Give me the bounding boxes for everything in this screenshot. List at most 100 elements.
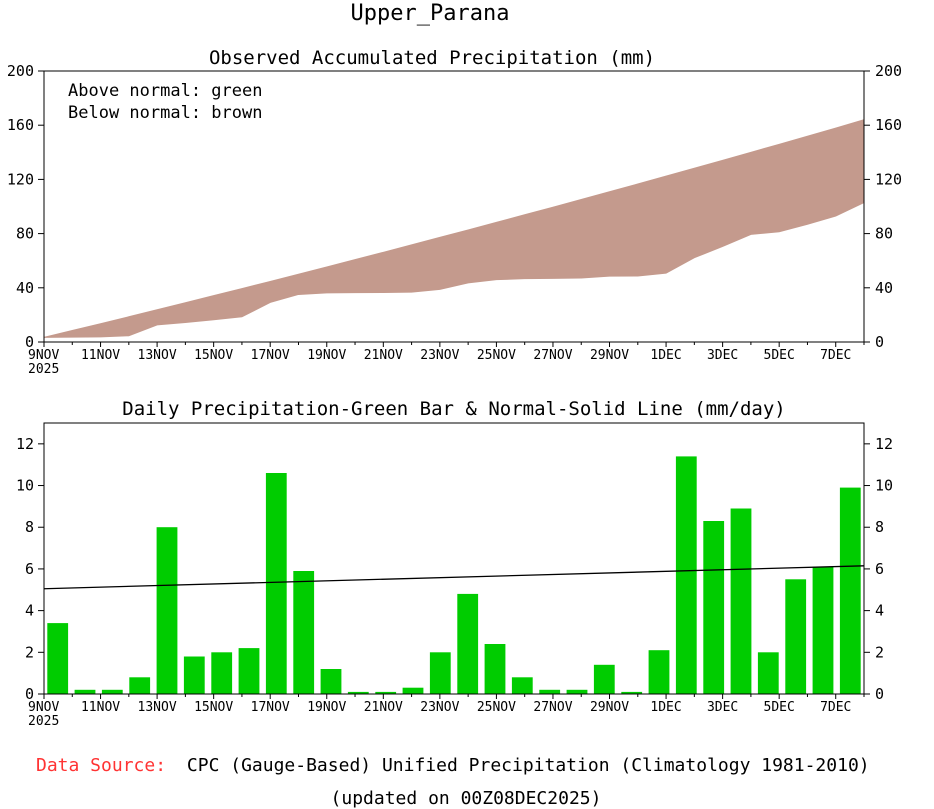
- daily-bar-5: [183, 656, 205, 694]
- accum-ylabel-right-40: 40: [875, 279, 893, 297]
- accumulated-plot-frame: [43, 70, 865, 343]
- daily-ylabel-right-12: 12: [875, 435, 893, 453]
- daily-bar-11: [347, 691, 369, 694]
- daily-xlabel-1DEC: 1DEC: [650, 700, 681, 715]
- accum-xlabel-9NOV: 9NOV: [28, 348, 59, 363]
- daily-bar-8: [265, 473, 287, 694]
- accum-xlabel-17NOV: 17NOV: [251, 348, 290, 363]
- daily-xlabel-3DEC: 3DEC: [707, 700, 738, 715]
- daily-bar-9: [293, 571, 315, 694]
- accum-xlabel-27NOV: 27NOV: [533, 348, 572, 363]
- data-source-label: Data Source:: [36, 755, 166, 776]
- accum-xlabel-23NOV: 23NOV: [420, 348, 459, 363]
- daily-y-axis: 0 0 2 2 4 4 6 6 8 8 10 10 12 12: [16, 435, 893, 703]
- daily-bar-17: [511, 677, 533, 694]
- accum-xlabel-5DEC: 5DEC: [764, 348, 795, 363]
- daily-ylabel-right-10: 10: [875, 477, 893, 495]
- daily-xlabel-19NOV: 19NOV: [307, 700, 346, 715]
- daily-bar-21: [621, 691, 643, 694]
- daily-ylabel-left-4: 4: [25, 602, 34, 620]
- daily-bar-12: [375, 691, 397, 694]
- daily-xlabel-9NOV: 9NOV: [28, 700, 59, 715]
- accum-ylabel-right-160: 160: [875, 116, 902, 134]
- daily-bar-14: [429, 652, 451, 694]
- daily-xlabel-17NOV: 17NOV: [251, 700, 290, 715]
- daily-bar-15: [457, 593, 479, 694]
- accumulated-fill-layer: [43, 119, 865, 338]
- daily-bar-1: [74, 689, 96, 694]
- daily-bar-24: [703, 521, 725, 694]
- daily-bar-16: [484, 644, 506, 694]
- daily-xlabel-15NOV: 15NOV: [194, 700, 233, 715]
- accum-ylabel-left-0: 0: [25, 333, 34, 351]
- accum-xlabel-21NOV: 21NOV: [364, 348, 403, 363]
- updated-timestamp: (updated on 00Z08DEC2025): [331, 788, 602, 809]
- page-title: Upper_Parana: [351, 1, 510, 26]
- data-source-text: CPC (Gauge-Based) Unified Precipitation …: [187, 755, 870, 776]
- below-normal-area: [44, 119, 864, 338]
- accum-ylabel-left-160: 160: [7, 116, 34, 134]
- accum-ylabel-right-0: 0: [875, 333, 884, 351]
- daily-xlabel-21NOV: 21NOV: [364, 700, 403, 715]
- daily-x-axis: 9NOV 11NOV 13NOV 15NOV 17NOV 19NOV 21NOV 23NOV 2…: [28, 694, 865, 729]
- daily-precip-chart: Daily Precipitation-Green Bar & Normal-S…: [16, 398, 893, 729]
- daily-bar-29: [839, 487, 861, 694]
- normal-line-layer: [43, 565, 865, 590]
- accumulated-y-axis: 0 0 40 40 80 80 120 120 160 160 200 200: [7, 62, 902, 351]
- accum-ylabel-left-200: 200: [7, 62, 34, 80]
- daily-bar-13: [402, 687, 424, 694]
- daily-xlabel-5DEC: 5DEC: [764, 700, 795, 715]
- daily-chart-title: Daily Precipitation-Green Bar & Normal-S…: [122, 398, 785, 420]
- accum-xlabel-13NOV: 13NOV: [138, 348, 177, 363]
- daily-ylabel-left-0: 0: [25, 685, 34, 703]
- daily-bar-25: [730, 508, 752, 694]
- accum-xlabel-11NOV: 11NOV: [81, 348, 120, 363]
- accum-xlabel-7DEC: 7DEC: [820, 348, 851, 363]
- accumulated-x-axis: 9NOV 11NOV 13NOV 15NOV 17NOV 19NOV 21NOV 23NOV 2…: [28, 342, 865, 377]
- accum-xlabel-1DEC: 1DEC: [650, 348, 681, 363]
- daily-ylabel-left-12: 12: [16, 435, 34, 453]
- daily-bar-2: [101, 689, 123, 694]
- daily-ylabel-left-10: 10: [16, 477, 34, 495]
- daily-bar-6: [211, 652, 233, 694]
- accum-ylabel-left-40: 40: [16, 279, 34, 297]
- daily-xlabel-27NOV: 27NOV: [533, 700, 572, 715]
- accum-xlabel-25NOV: 25NOV: [477, 348, 516, 363]
- accum-xlabel-3DEC: 3DEC: [707, 348, 738, 363]
- daily-bar-7: [238, 648, 260, 694]
- daily-xlabel-year: 2025: [28, 714, 59, 729]
- normal-daily-line: [43, 565, 865, 590]
- observed-accum-line: [43, 202, 865, 338]
- daily-xlabel-23NOV: 23NOV: [420, 700, 459, 715]
- daily-bar-19: [566, 689, 588, 694]
- daily-ylabel-right-2: 2: [875, 643, 884, 661]
- accum-ylabel-right-120: 120: [875, 170, 902, 188]
- daily-xlabel-11NOV: 11NOV: [81, 700, 120, 715]
- daily-bar-4: [156, 527, 178, 694]
- daily-bar-23: [675, 456, 697, 694]
- daily-bar-22: [648, 650, 670, 694]
- accumulated-chart-title: Observed Accumulated Precipitation (mm): [209, 47, 655, 69]
- daily-ylabel-right-6: 6: [875, 560, 884, 578]
- daily-xlabel-29NOV: 29NOV: [590, 700, 629, 715]
- daily-bar-3: [129, 677, 151, 694]
- daily-xlabel-13NOV: 13NOV: [138, 700, 177, 715]
- accumulated-precip-chart: Observed Accumulated Precipitation (mm) …: [7, 47, 902, 377]
- data-source-line: Data Source: CPC (Gauge-Based) Unified P…: [36, 755, 870, 776]
- below-normal-note: Below normal: brown: [68, 103, 262, 123]
- daily-bar-26: [757, 652, 779, 694]
- accum-ylabel-right-200: 200: [875, 62, 902, 80]
- daily-bars: [47, 456, 861, 694]
- daily-bar-28: [812, 566, 834, 694]
- normal-accum-line: [43, 119, 865, 338]
- daily-bar-0: [47, 623, 69, 694]
- accum-ylabel-left-80: 80: [16, 225, 34, 243]
- daily-bar-18: [539, 689, 561, 694]
- accum-xlabel-29NOV: 29NOV: [590, 348, 629, 363]
- daily-ylabel-left-2: 2: [25, 643, 34, 661]
- daily-xlabel-25NOV: 25NOV: [477, 700, 516, 715]
- daily-ylabel-left-8: 8: [25, 518, 34, 536]
- daily-xlabel-7DEC: 7DEC: [820, 700, 851, 715]
- daily-bar-20: [593, 664, 615, 694]
